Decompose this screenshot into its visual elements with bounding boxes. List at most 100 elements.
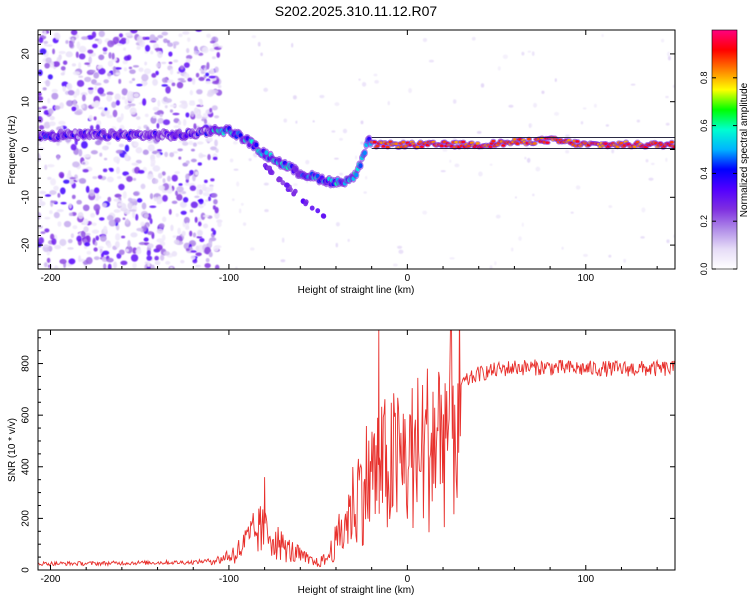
spectrogram-noise-blob [129, 107, 137, 115]
spectrogram-noise-blob [81, 141, 88, 149]
spectrogram-side-branch [320, 213, 326, 219]
spectrogram-noise-blob [171, 82, 176, 87]
spectrogram-noise-blob [197, 221, 202, 227]
spectrogram-noise-blob [196, 89, 203, 95]
spectrogram-noise-blob [422, 37, 428, 42]
spectrogram-noise-blob [665, 122, 670, 126]
spectrogram-noise-blob [476, 131, 482, 134]
spectrogram-noise-blob [583, 253, 588, 257]
spectrogram-noise-blob [198, 198, 204, 205]
spectrogram-noise-blob [59, 102, 64, 109]
spectrogram-noise-blob [207, 136, 213, 142]
spectrogram-noise-blob [121, 96, 126, 100]
spectrogram-noise-blob [147, 173, 154, 180]
spectrogram-noise-blob [112, 66, 116, 74]
spectrogram-noise-blob [182, 197, 189, 203]
spectrogram-ridge-core [415, 145, 420, 149]
spectrogram-noise-blob [142, 149, 149, 155]
spectrogram-noise-blob [38, 153, 41, 161]
spectrogram-noise-blob [80, 230, 86, 238]
spectrogram-noise-blob [117, 176, 122, 180]
spectrogram-noise-blob [156, 122, 160, 129]
spectrogram-noise-blob [165, 98, 172, 103]
spectrogram-noise-blob [216, 52, 221, 58]
spectrogram-noise-blob [152, 115, 157, 119]
spectrogram-noise-blob [146, 266, 151, 269]
spectrogram-noise-blob [51, 92, 59, 100]
spectrogram-noise-blob [173, 118, 180, 124]
spectrogram-noise-blob [209, 184, 214, 188]
spectrogram-noise-blob [101, 202, 108, 208]
spectrogram-noise-blob [672, 84, 675, 88]
spectrogram-noise-blob [41, 105, 48, 110]
snr-x-axis: -200 -100 0 100 [40, 330, 658, 585]
spectrogram-noise-blob [106, 141, 112, 146]
spectrogram-noise-blob [210, 178, 215, 182]
spectrogram-noise-blob [233, 168, 239, 171]
spectrogram-ylabel: Frequency (Hz) [7, 116, 18, 185]
spectrogram-noise-blob [189, 209, 194, 213]
spectrogram-noise-blob [531, 51, 535, 56]
spectrogram-noise-blob [123, 67, 128, 72]
spectrogram-noise-blob [202, 202, 206, 206]
spectrogram-noise-blob [217, 221, 222, 228]
spectrogram-noise-blob [192, 142, 197, 147]
spectrogram-noise-blob [195, 114, 203, 119]
spectrogram-noise-blob [53, 185, 59, 191]
spectrogram-noise-blob [58, 171, 65, 178]
spectrogram-noise-blob [144, 61, 148, 66]
spectrogram-noise-blob [56, 141, 60, 146]
spectrogram-noise-blob [206, 61, 210, 70]
spectrogram-noise-blob [209, 47, 216, 52]
spectrogram-noise-blob [102, 47, 108, 52]
spectrogram-noise-blob [295, 120, 298, 124]
spectrogram-noise-blob [209, 40, 216, 44]
spectrogram-noise-blob [147, 261, 151, 267]
spectrogram-noise-blob [116, 43, 123, 46]
spectrogram-noise-blob [160, 254, 165, 261]
spectrogram-noise-blob [231, 198, 235, 202]
spectrogram-noise-blob [150, 116, 157, 124]
colorbar-tick-label: 0.4 [699, 167, 709, 180]
spectrogram-noise-blob [155, 70, 159, 76]
spectrogram-noise-blob [471, 36, 476, 41]
spectrogram-noise-blob [60, 201, 67, 205]
spectrogram-noise-blob [72, 71, 81, 76]
spectrogram-noise-blob [115, 166, 120, 175]
spectrogram-noise-blob [107, 196, 112, 203]
spectrogram-noise-blob [163, 38, 168, 44]
spectrogram-noise-blob [514, 196, 517, 199]
spectrogram-noise-blob [190, 148, 195, 152]
spectrogram-noise-blob [118, 143, 125, 148]
spectrogram-noise-blob [106, 94, 113, 102]
spectrogram-noise-blob [152, 106, 160, 112]
spectrogram-noise-blob [75, 51, 79, 58]
spectrogram-noise-blob [478, 171, 483, 177]
spectrogram-noise-blob [90, 212, 96, 218]
spectrogram-noise-blob [179, 201, 187, 208]
snr-xtick-label: -100 [219, 574, 239, 585]
spectrogram-noise-blob [521, 222, 524, 227]
spectrogram-noise-blob [184, 182, 190, 186]
spectrogram-noise-blob [140, 221, 146, 227]
spectrogram-noise-blob [570, 211, 574, 214]
spectrogram-noise-blob [167, 42, 174, 47]
colorbar-axis: 0.0 0.2 0.4 0.6 0.8 [699, 29, 738, 275]
spectrogram-noise-blob [190, 110, 195, 118]
spectrogram-noise-blob [114, 209, 119, 213]
spectrogram-noise-blob [98, 30, 105, 38]
spectrogram-noise-blob [60, 66, 66, 71]
spectrogram-noise-blob [113, 156, 121, 163]
spectrogram-noise-blob [115, 100, 121, 106]
spectrogram-ytick-label: 0 [21, 146, 32, 152]
spectrogram-noise-blob [106, 257, 114, 263]
spectrogram-noise-blob [177, 77, 185, 81]
spectrogram-noise-blob [199, 154, 207, 158]
spectrogram-noise-blob [165, 260, 171, 265]
spectrogram-noise-blob [118, 78, 122, 84]
colorbar-label: Normalized spectral amplitude [739, 82, 750, 217]
spectrogram-xtick-label: 100 [577, 273, 594, 284]
spectrogram-noise-blob [145, 36, 151, 40]
spectrogram-noise-blob [84, 62, 90, 65]
spectrogram-noise-blob [398, 249, 404, 254]
